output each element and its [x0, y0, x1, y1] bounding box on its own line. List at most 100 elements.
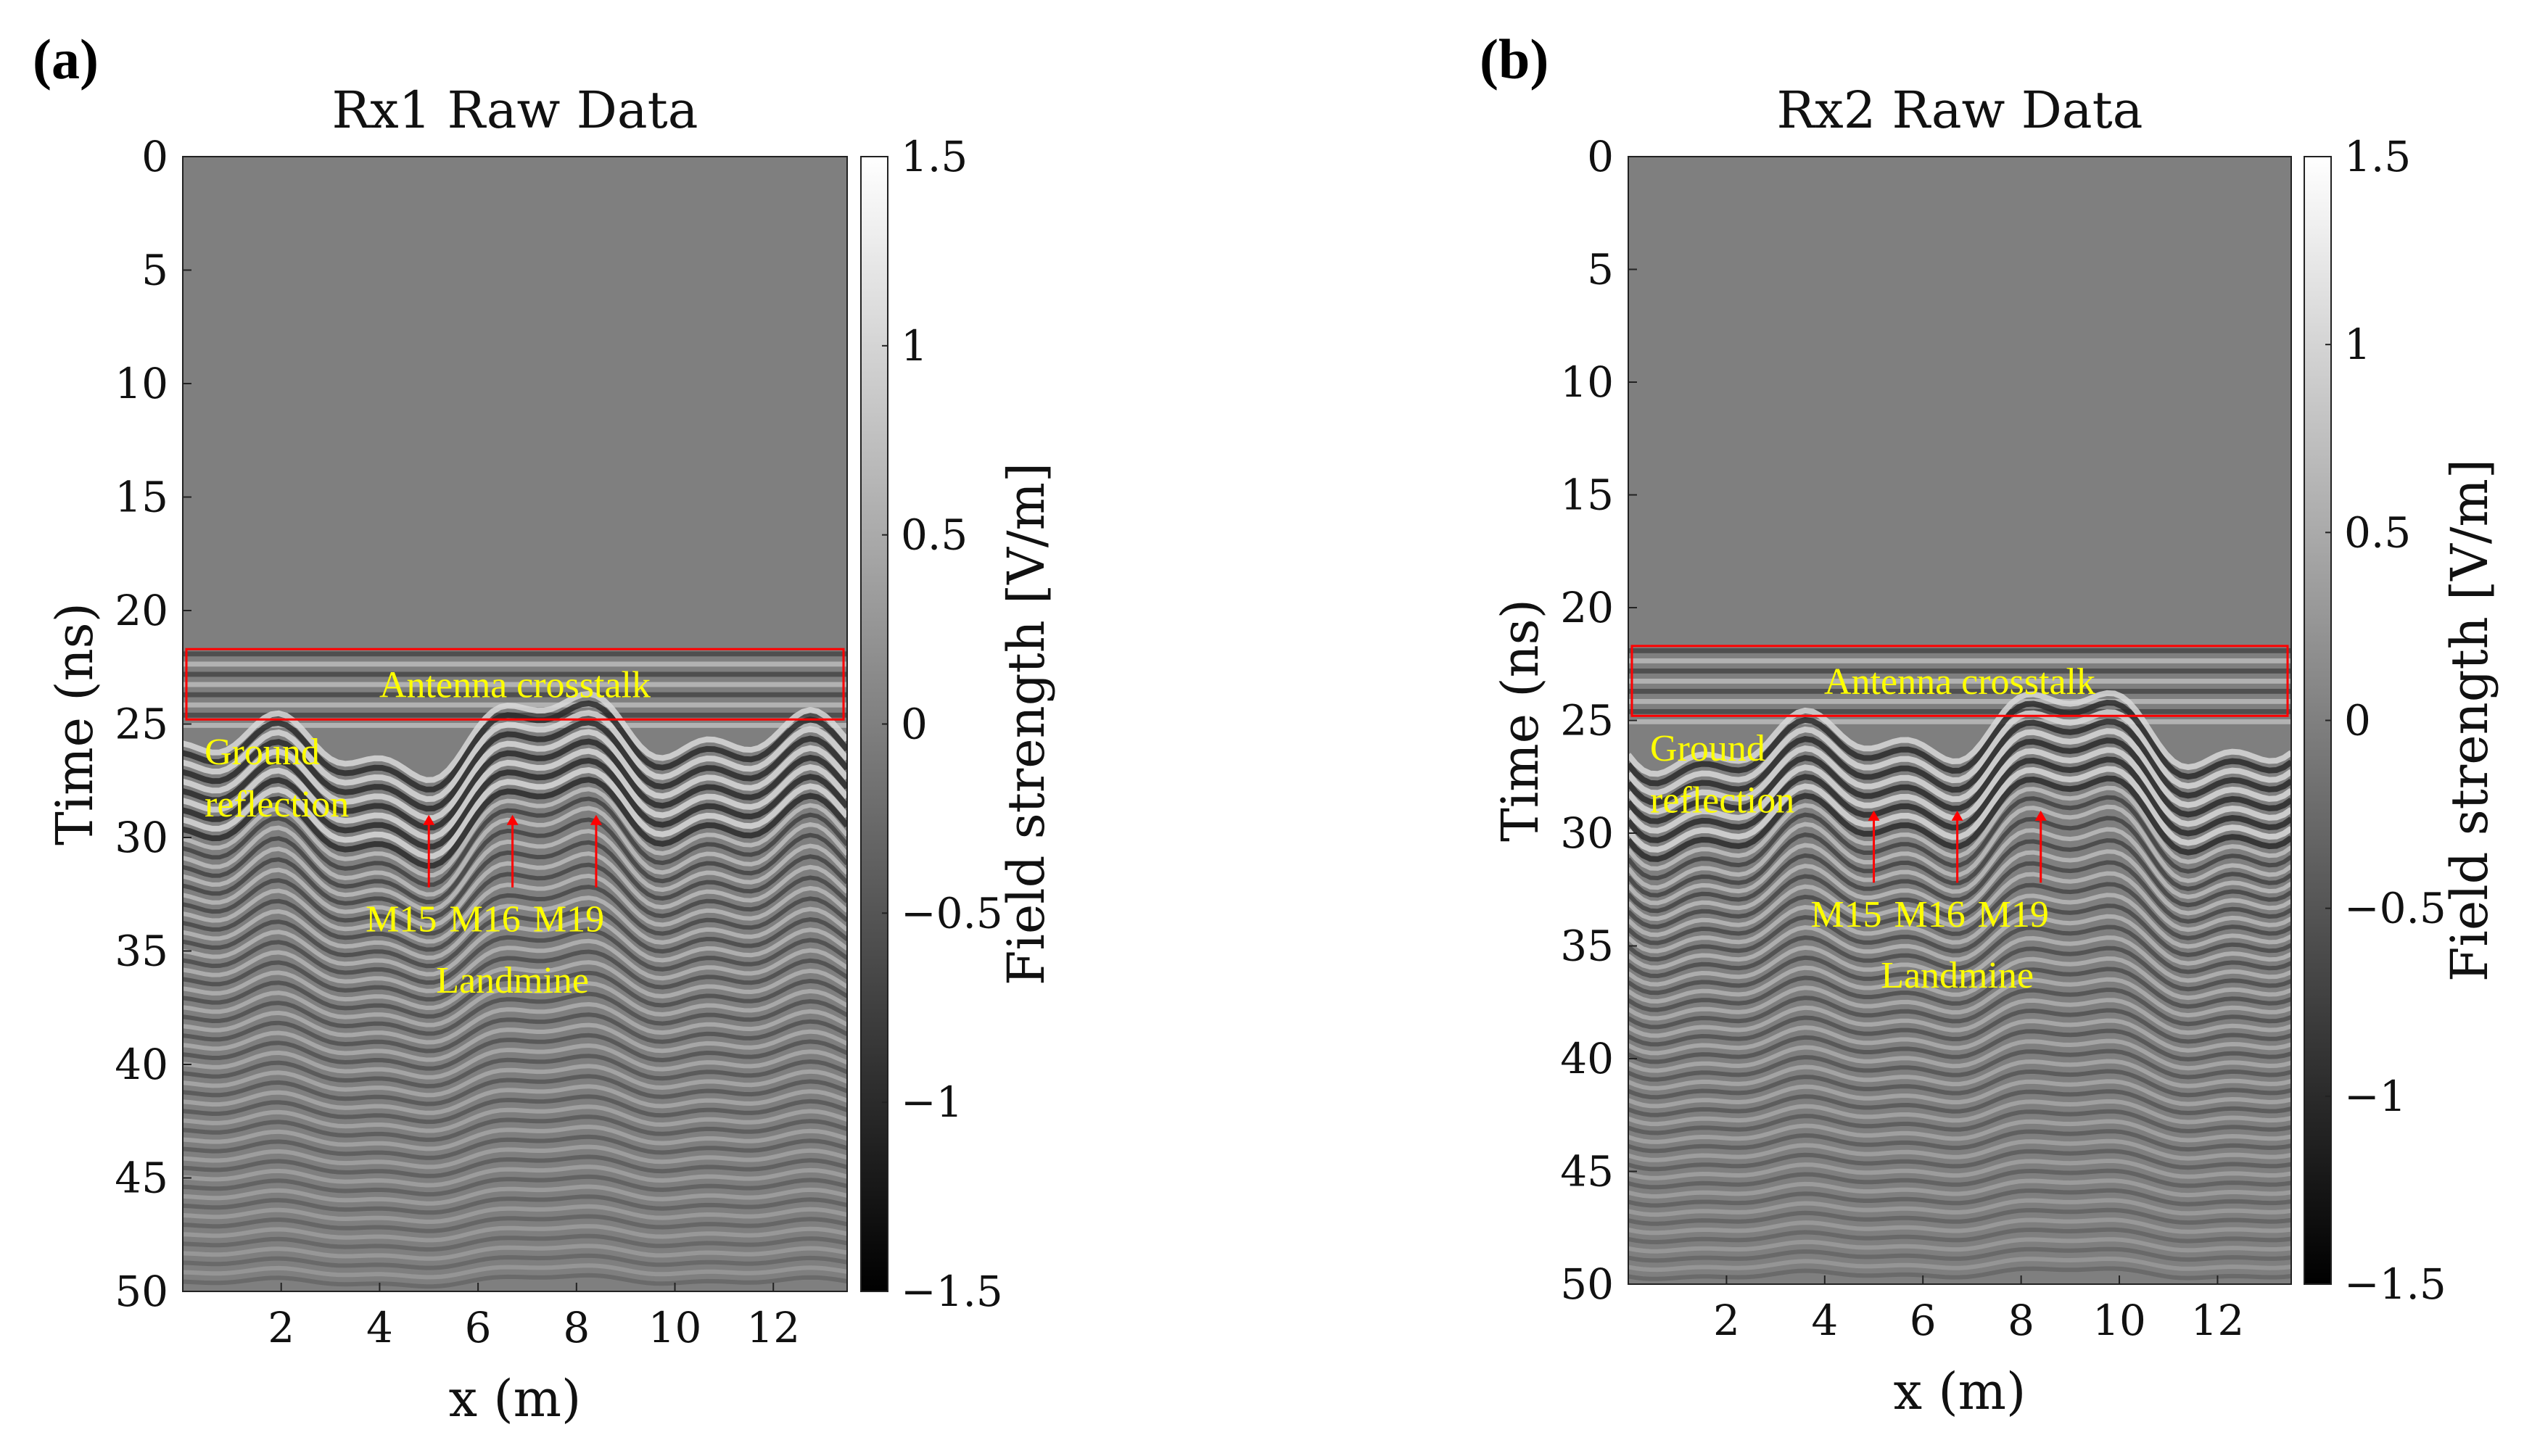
mine-arrow-head	[423, 814, 435, 825]
crosstalk-band	[1628, 678, 2291, 684]
reflection-band	[1628, 1178, 2291, 1199]
reflection-band	[1628, 956, 2291, 1004]
y-tick-label: 0	[1587, 132, 1614, 181]
x-tick-label: 6	[465, 1303, 492, 1352]
reflection-band	[1628, 1018, 2291, 1056]
crosstalk-band	[1628, 668, 2291, 674]
reflection-band	[1628, 1038, 2291, 1073]
reflection-band	[183, 970, 847, 1019]
x-axis-label: x (m)	[1894, 1362, 2026, 1421]
reflection-band	[1628, 1198, 2291, 1217]
reflection-band	[1628, 1266, 2291, 1281]
reflection-band	[183, 991, 847, 1036]
reflection-band	[183, 1043, 847, 1080]
reflection-band	[1628, 1099, 2291, 1127]
x-tick-label: 10	[648, 1303, 702, 1352]
colorbar-tick-label: −1.5	[2344, 1259, 2446, 1309]
reflection-band	[1628, 804, 2291, 890]
reflection-band	[183, 1224, 847, 1243]
colorbar-tick-label: 0.5	[901, 510, 968, 560]
y-tick-label: 45	[115, 1154, 168, 1203]
reflection-band	[183, 719, 847, 812]
crosstalk-label: Antenna crosstalk	[1824, 661, 2095, 703]
reflection-band	[1628, 903, 2291, 962]
reflection-band	[1628, 766, 2291, 853]
x-tick-label: 12	[2191, 1296, 2245, 1345]
reflection-band	[1628, 1089, 2291, 1117]
crosstalk-band	[183, 671, 847, 677]
reflection-band	[1628, 1129, 2291, 1154]
y-axis-label: Time (ns)	[45, 603, 104, 845]
reflection-band	[183, 1104, 847, 1133]
y-tick-label: 25	[1560, 696, 1614, 745]
x-tick-label: 8	[2008, 1296, 2034, 1345]
reflection-band	[1628, 709, 2291, 796]
reflection-band	[183, 1033, 847, 1071]
reflection-band	[1628, 925, 2291, 979]
ground-reflection-label-line1: Ground	[1650, 728, 1765, 769]
x-tick-label: 4	[1811, 1296, 1838, 1345]
reflection-band	[183, 766, 847, 860]
reflection-band	[1628, 816, 2291, 898]
reflection-band	[183, 729, 847, 822]
y-tick-label: 10	[115, 359, 168, 408]
colorbar-tick-label: −0.5	[901, 888, 1003, 938]
x-tick-label: 12	[746, 1303, 800, 1352]
reflection-band	[1628, 1217, 2291, 1236]
reflection-band	[183, 690, 847, 783]
reflection-band	[183, 1244, 847, 1261]
reflection-band	[183, 1124, 847, 1151]
reflection-band	[1628, 1158, 2291, 1180]
y-tick-label: 20	[1560, 583, 1614, 632]
colorbar-tick-label: 1.5	[2344, 132, 2411, 181]
y-tick-label: 15	[115, 473, 168, 522]
reflection-band	[1628, 1008, 2291, 1047]
colorbar-tick-label: 1.5	[901, 132, 968, 181]
y-tick-label: 40	[115, 1040, 168, 1089]
reflection-band	[183, 1134, 847, 1160]
reflection-band	[183, 1194, 847, 1215]
crosstalk-band	[1628, 708, 2291, 714]
x-tick-label: 6	[1910, 1296, 1937, 1345]
reflection-band	[1628, 849, 2291, 922]
reflection-band	[1628, 1048, 2291, 1082]
crosstalk-band	[1628, 648, 2291, 653]
x-tick-label: 4	[366, 1303, 393, 1352]
colorbar-tick-label: 0	[2344, 696, 2371, 745]
mine-arrow-head	[2034, 810, 2047, 821]
reflection-band	[1628, 756, 2291, 843]
reflection-band	[1628, 827, 2291, 906]
crosstalk-band	[183, 651, 847, 657]
reflection-band	[183, 1233, 847, 1252]
mine-label-m16: M16	[1894, 894, 1965, 935]
ground-reflection-label-line2: reflection	[1650, 779, 1794, 821]
reflection-band	[183, 738, 847, 831]
crosstalk-band	[183, 682, 847, 687]
reflection-band	[183, 1012, 847, 1054]
reflection-band	[1628, 967, 2291, 1012]
reflection-band	[1628, 860, 2291, 930]
reflection-band	[1628, 935, 2291, 987]
y-tick-label: 30	[1560, 808, 1614, 858]
mine-label-m15: M15	[1810, 894, 1881, 935]
reflection-band	[1628, 690, 2291, 777]
reflection-band	[1628, 1188, 2291, 1208]
reflection-band	[1628, 893, 2291, 954]
reflection-band	[183, 1214, 847, 1233]
reflection-band	[183, 1154, 847, 1178]
reflection-band	[183, 787, 847, 878]
reflection-band	[1628, 1079, 2291, 1109]
reflection-band	[183, 777, 847, 869]
reflection-band	[183, 1001, 847, 1045]
reflection-band	[1628, 795, 2291, 881]
y-tick-label: 30	[115, 813, 168, 862]
reflection-band	[183, 1174, 847, 1197]
crosstalk-box	[1630, 645, 2289, 717]
reflection-band	[1628, 914, 2291, 970]
reflection-band	[183, 1114, 847, 1142]
crosstalk-band	[1628, 688, 2291, 694]
colorbar-tick-label: 0.5	[2344, 508, 2411, 557]
reflection-band	[183, 817, 847, 905]
reflection-band	[183, 895, 847, 960]
crosstalk-band	[1628, 719, 2291, 724]
